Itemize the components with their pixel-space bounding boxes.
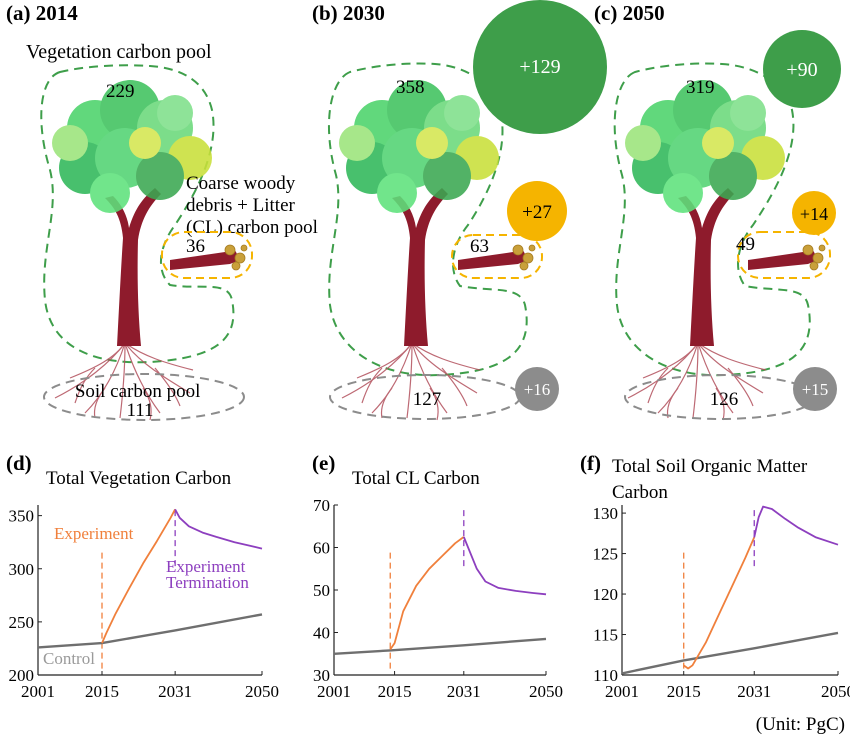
x-tick-label: 2031 [737,682,771,701]
y-tick-label: 125 [593,545,619,564]
termination-annotation-line-2: Termination [166,573,249,592]
coarse-woody-debris-log-illustration [747,244,826,271]
x-tick-label: 2031 [447,682,481,701]
y-tick-label: 200 [9,666,35,685]
chart-e-plot [333,510,547,671]
soil-change-bubble [515,367,559,411]
chart-e-axes: 2001 2015 2031 2050 30 40 50 60 70 [313,496,563,701]
chart-e-title: Total CL Carbon [352,468,480,489]
chart-f-title: Total Soil Organic Matter Carbon [612,456,812,503]
soil-change-value: +15 [802,380,829,399]
cl-pool-outline [737,231,831,279]
vegetation-change-value: +129 [519,56,560,78]
vegetation-change-value: +90 [786,59,817,81]
vegetation-pool-label: Vegetation carbon pool [26,41,212,63]
cl-change-bubble [507,181,567,241]
series-experiment-line [101,508,176,644]
cl-change-value: +27 [522,202,552,223]
soil-value: 126 [710,389,739,410]
panel-a: (a) 2014 Vegetation carbon pool 229 Coar… [6,1,318,421]
vegetation-change-bubble [473,0,607,134]
vegetation-value: 319 [686,77,715,98]
x-tick-label: 2001 [317,682,351,701]
panel-b-label: (b) 2030 [312,1,385,25]
panel-c: (c) 2050 319 +90 +14 49 126 +15 [594,1,841,421]
soil-change-bubble [793,367,837,411]
y-tick-label: 60 [313,539,330,558]
x-tick-label: 2031 [158,682,192,701]
cl-value: 36 [186,236,205,257]
x-tick-label: 2015 [85,682,119,701]
tree-illustration [624,79,786,421]
chart-f-panel-letter: (f) [580,451,601,475]
panel-c-label: (c) 2050 [594,1,665,25]
x-tick-label: 2050 [821,682,850,701]
series-termination-line [174,508,263,550]
series-experiment-line [683,537,756,670]
panel-b: (b) 2030 358 +129 +27 63 127 +16 [312,0,607,421]
y-tick-label: 50 [313,581,330,600]
vegetation-change-bubble [763,30,841,108]
panel-a-label: (a) 2014 [6,1,78,25]
x-tick-label: 2050 [245,682,279,701]
x-tick-label: 2001 [605,682,639,701]
unit-note: (Unit: PgC) [756,714,845,735]
cl-pool-outline [161,231,253,279]
vegetation-pool-outline [40,64,235,364]
y-tick-label: 30 [313,666,330,685]
cl-change-bubble [792,191,836,235]
termination-annotation-line-1: Experiment [166,557,246,576]
cl-change-value: +14 [800,204,828,224]
cl-value: 49 [736,234,755,255]
chart-f-axes: 2001 2015 2031 2050 110 115 120 125 130 [593,504,850,701]
y-tick-label: 300 [9,560,35,579]
soil-change-value: +16 [524,380,551,399]
series-control-line [37,613,263,649]
x-tick-label: 2050 [529,682,563,701]
chart-d-panel-letter: (d) [6,451,32,475]
series-termination-line [462,536,547,596]
y-tick-label: 250 [9,613,35,632]
chart-d-plot [37,508,263,671]
series-control-line [333,637,547,655]
y-tick-label: 115 [593,626,618,645]
chart-d-axes: 2001 2015 2031 2050 200 250 300 350 [9,505,279,701]
coarse-woody-debris-log-illustration [169,244,248,271]
y-tick-label: 120 [593,585,619,604]
soil-value: 127 [413,389,442,410]
chart-d-title: Total Vegetation Carbon [46,468,232,489]
soil-pool-outline [43,373,245,421]
chart-d: (d) Total Vegetation Carbon Experiment E… [6,451,279,701]
cl-value: 63 [470,236,489,257]
vegetation-value: 229 [106,81,135,102]
series-experiment-line [389,536,465,651]
chart-f-plot [621,505,839,675]
x-tick-label: 2015 [667,682,701,701]
chart-f: (f) Total Soil Organic Matter Carbon 200… [580,451,850,701]
series-control-line [621,631,839,675]
x-tick-label: 2015 [378,682,412,701]
cl-pool-label: Coarse woody debris + Litter (CL) carbon… [186,173,318,238]
chart-e: (e) Total CL Carbon 2001 2015 2031 2050 30 40… [312,451,563,701]
series-termination-line [753,505,839,546]
soil-pool-label: Soil carbon pool 111 [75,381,205,421]
control-annotation: Control [43,649,95,668]
y-tick-label: 350 [9,507,35,526]
x-tick-label: 2001 [21,682,55,701]
vegetation-value: 358 [396,77,425,98]
experiment-annotation: Experiment [54,524,134,543]
y-tick-label: 40 [313,624,330,643]
y-tick-label: 130 [593,504,619,523]
y-tick-label: 110 [593,666,618,685]
chart-e-panel-letter: (e) [312,451,335,475]
cl-pool-outline [451,234,543,279]
y-tick-label: 70 [313,496,330,515]
